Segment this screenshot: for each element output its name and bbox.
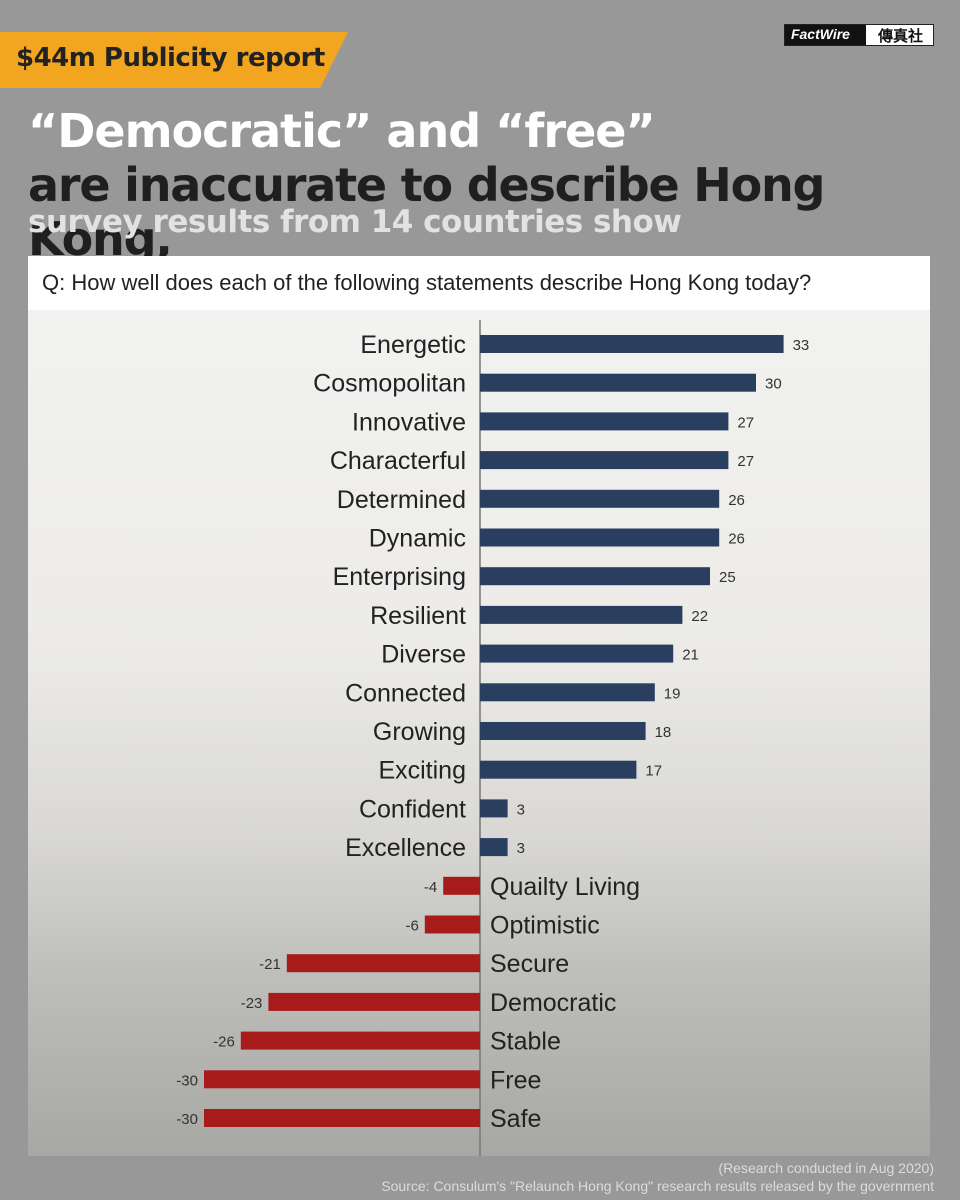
category-label: Cosmopolitan	[313, 370, 466, 398]
bar-resilient	[480, 605, 683, 624]
category-label: Exciting	[378, 757, 466, 785]
value-label: -21	[259, 956, 281, 973]
ribbon-label: $44m Publicity report	[16, 43, 325, 73]
value-label: 17	[645, 763, 662, 780]
bar-exciting	[480, 760, 637, 779]
category-label: Confident	[359, 795, 466, 823]
value-label: 27	[737, 414, 754, 431]
value-label: 19	[664, 685, 681, 702]
report-ribbon: $44m Publicity report	[0, 32, 348, 88]
bar-enterprising	[480, 567, 710, 586]
value-label: -23	[241, 995, 263, 1012]
bar-secure	[286, 954, 480, 973]
bar-confident	[480, 799, 508, 818]
brand-en: FactWire	[784, 25, 866, 45]
research-note: (Research conducted in Aug 2020)	[718, 1160, 934, 1176]
bar-diverse	[480, 644, 674, 663]
value-label: -6	[405, 918, 418, 935]
category-label: Free	[490, 1066, 541, 1094]
value-label: 25	[719, 569, 736, 586]
value-label: 3	[517, 840, 525, 857]
category-label: Dynamic	[369, 525, 466, 553]
title-line-3: survey results from 14 countries show	[28, 204, 682, 240]
bar-characterful	[480, 451, 729, 470]
category-label: Characterful	[330, 447, 466, 475]
value-label: 18	[655, 724, 672, 741]
bar-safe	[204, 1109, 480, 1127]
bar-growing	[480, 722, 646, 740]
bar-democratic	[268, 992, 480, 1011]
value-label: 27	[737, 453, 754, 470]
category-label: Democratic	[490, 989, 616, 1017]
bar-determined	[480, 489, 720, 508]
value-label: -30	[176, 1111, 198, 1128]
category-label: Quailty Living	[490, 873, 640, 901]
value-label: 30	[765, 376, 782, 393]
bar-optimistic	[424, 915, 480, 934]
brand-zh: 傳真社	[865, 25, 933, 45]
factwire-logo: FactWire 傳真社	[783, 24, 934, 46]
value-label: 21	[682, 647, 699, 664]
category-label: Diverse	[381, 641, 466, 669]
survey-question: Q: How well does each of the following s…	[28, 256, 930, 310]
category-label: Growing	[373, 718, 466, 746]
bar-energetic	[480, 335, 784, 353]
bar-free	[204, 1070, 480, 1089]
category-label: Safe	[490, 1105, 541, 1133]
bar-cosmopolitan	[480, 373, 756, 392]
value-label: -4	[424, 879, 437, 896]
category-label: Innovative	[352, 408, 466, 436]
category-label: Stable	[490, 1028, 561, 1056]
category-label: Determined	[337, 486, 466, 514]
value-label: 26	[728, 492, 745, 509]
value-label: -26	[213, 1034, 235, 1051]
category-label: Enterprising	[333, 563, 466, 591]
source-note: Source: Consulum's "Relaunch Hong Kong" …	[381, 1178, 934, 1194]
value-label: 26	[728, 531, 745, 548]
bar-dynamic	[480, 528, 720, 547]
bar-stable	[240, 1031, 480, 1050]
value-label: -30	[176, 1072, 198, 1089]
value-label: 3	[517, 801, 525, 818]
category-label: Optimistic	[490, 912, 600, 940]
value-label: 33	[793, 337, 810, 354]
category-label: Excellence	[345, 834, 466, 862]
title-line-2: are inaccurate to describe Hong Kong,	[28, 158, 825, 266]
category-label: Resilient	[370, 602, 466, 630]
chart-panel: Energetic 33 Cosmopolitan 30 Innovative 27 Cha…	[28, 310, 930, 1156]
value-label: 22	[691, 608, 708, 625]
bar-quailty-living	[443, 876, 480, 895]
bar-connected	[480, 683, 655, 702]
category-label: Secure	[490, 950, 569, 978]
bar-excellence	[480, 838, 508, 857]
category-label: Connected	[345, 679, 466, 707]
title-line-1: “Democratic” and “free”	[28, 104, 656, 158]
category-label: Energetic	[360, 331, 466, 359]
bar-innovative	[480, 412, 729, 431]
